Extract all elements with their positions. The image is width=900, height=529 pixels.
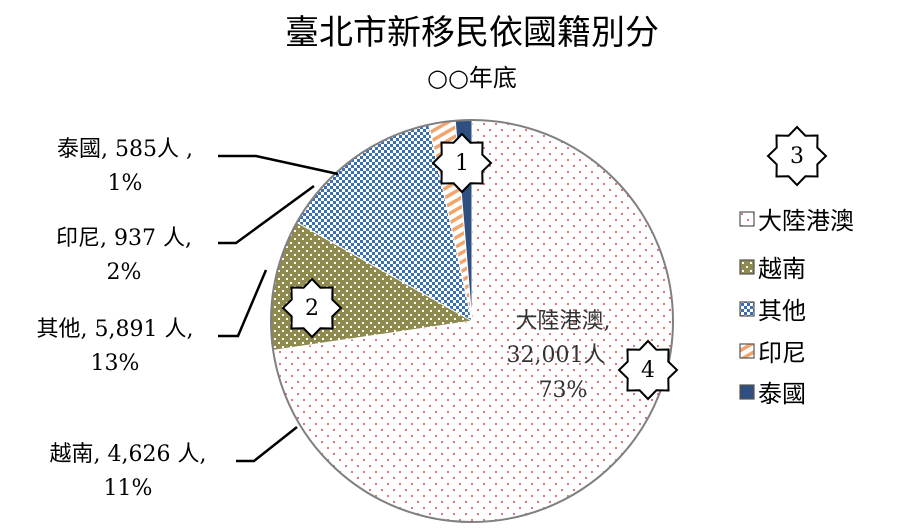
marker-star-3: 3 bbox=[766, 125, 828, 187]
label-vietnam: 越南, 4,626 人, bbox=[50, 442, 207, 467]
label-dalu-percent: 73% bbox=[539, 378, 588, 403]
label-thailand-percent: 1% bbox=[108, 171, 143, 196]
label-other: 其他, 5,891 人, bbox=[37, 317, 194, 342]
legend-label-other: 其他 bbox=[758, 297, 806, 325]
label-indonesia: 印尼, 937 人, bbox=[56, 226, 192, 251]
label-vietnam-percent: 11% bbox=[104, 476, 153, 501]
svg-text:2: 2 bbox=[305, 296, 319, 321]
chart-title: 臺北市新移民依國籍別分 bbox=[285, 13, 659, 53]
legend-item-thailand: 泰國 bbox=[739, 380, 806, 408]
chart-subtitle: ○○年底 bbox=[427, 64, 517, 92]
leader-line-vietnam bbox=[236, 426, 298, 463]
legend-swatch-other bbox=[739, 301, 755, 317]
label-other-percent: 13% bbox=[91, 351, 140, 376]
marker-star-4: 4 bbox=[617, 339, 679, 401]
pie-outline bbox=[270, 119, 674, 523]
label-thailand: 泰國, 585人 , bbox=[57, 137, 193, 162]
leader-line-thailand bbox=[218, 154, 339, 176]
leader-lines bbox=[218, 154, 339, 463]
marker-star-2: 2 bbox=[281, 277, 343, 339]
label-indonesia-percent: 2% bbox=[107, 260, 142, 285]
legend-label-dalu: 大陸港澳 bbox=[758, 207, 854, 235]
svg-text:3: 3 bbox=[790, 144, 804, 169]
legend-swatch-thailand bbox=[739, 384, 755, 400]
legend-label-indonesia: 印尼 bbox=[758, 339, 806, 367]
legend-item-indonesia: 印尼 bbox=[739, 339, 806, 367]
legend-item-other: 其他 bbox=[739, 297, 806, 325]
label-dalu: 大陸港澳, bbox=[516, 309, 611, 334]
legend-swatch-indonesia bbox=[739, 343, 755, 359]
svg-text:1: 1 bbox=[455, 151, 469, 176]
legend-swatch-dalu bbox=[739, 211, 755, 227]
legend-label-thailand: 泰國 bbox=[758, 380, 806, 408]
svg-text:4: 4 bbox=[641, 358, 655, 383]
legend: 大陸港澳 越南 其他 印尼 泰國 bbox=[739, 207, 854, 408]
leader-line-other bbox=[218, 269, 268, 338]
legend-item-dalu: 大陸港澳 bbox=[739, 207, 854, 235]
legend-item-vietnam: 越南 bbox=[739, 255, 806, 283]
leader-line-indonesia bbox=[218, 184, 315, 245]
legend-swatch-vietnam bbox=[739, 259, 755, 275]
legend-label-vietnam: 越南 bbox=[758, 255, 806, 283]
label-dalu-value: 32,001人 bbox=[507, 343, 606, 368]
marker-star-1: 1 bbox=[431, 132, 493, 194]
